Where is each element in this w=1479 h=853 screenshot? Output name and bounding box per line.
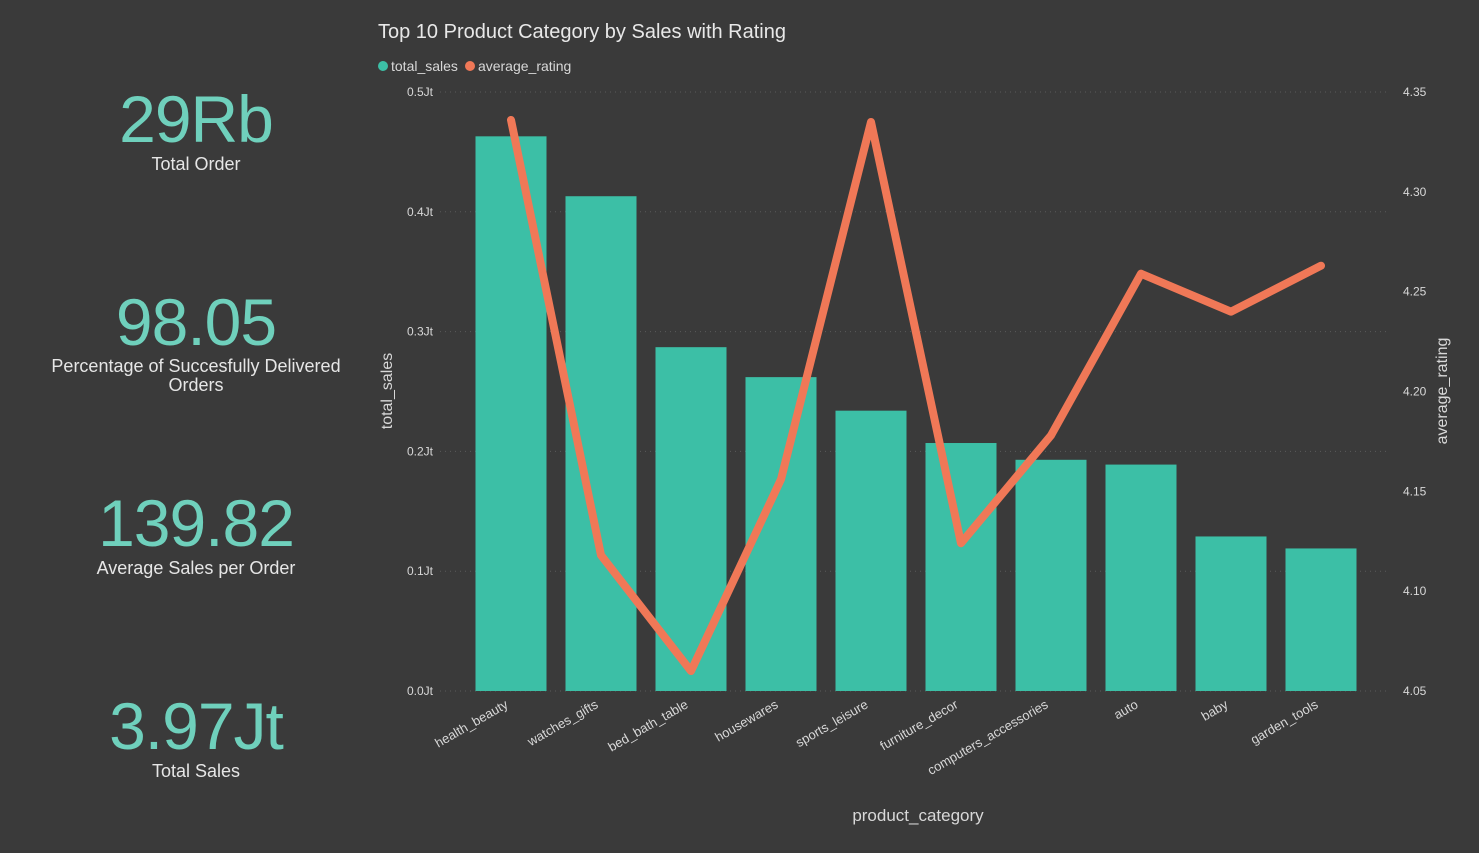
kpi-value: 98.05 [115, 285, 277, 359]
x-axis-tick-label: garden_tools [1248, 696, 1321, 747]
kpi-average-sales[interactable]: 139.82 Average Sales per Order [20, 490, 372, 578]
kpi-total-order[interactable]: 29Rb Total Order [20, 86, 372, 174]
y2-axis-tick-label: 4.30 [1403, 185, 1427, 199]
legend-dot-icon [378, 61, 388, 71]
x-axis-tick-label: housewares [712, 696, 781, 744]
y-axis-tick-label: 0.2Jt [407, 444, 434, 458]
y-axis-tick-label: 0.0Jt [407, 684, 434, 698]
legend-label: total_sales [391, 58, 458, 74]
rating-line [507, 115, 1325, 676]
y-axis-tick-label: 0.3Jt [407, 325, 434, 339]
bar-furniture_decor [925, 443, 997, 691]
y-axis-title: total_sales [379, 353, 396, 430]
kpi-total-sales[interactable]: 3.97Jt Total Sales [20, 693, 372, 781]
bar-auto [1105, 464, 1177, 691]
y2-axis-tick-label: 4.25 [1403, 285, 1427, 299]
bar-sports_leisure [835, 410, 907, 691]
kpi-label: Total Order [151, 154, 241, 174]
y2-axis-tick-label: 4.10 [1403, 584, 1427, 598]
x-axis-tick-label: auto [1111, 697, 1140, 723]
bar-health_beauty [475, 136, 547, 692]
chart-title: Top 10 Product Category by Sales with Ra… [378, 21, 786, 43]
y-axis-tick-label: 0.4Jt [407, 205, 434, 219]
kpi-value: 29Rb [119, 82, 274, 156]
legend-item-average-rating[interactable]: average_rating [464, 57, 572, 75]
kpi-label: Average Sales per Order [96, 558, 296, 578]
x-axis-title: product_category [852, 806, 984, 825]
kpi-value: 139.82 [98, 486, 295, 560]
legend-dot-icon [464, 61, 475, 71]
kpi-label: Percentage of Succesfully Delivered Orde… [20, 357, 372, 395]
y2-axis-tick-label: 4.05 [1403, 684, 1427, 698]
kpi-label-line-1: Percentage of Succesfully Delivered [51, 356, 341, 376]
legend-label: average_rating [477, 58, 572, 74]
chart-legend[interactable]: total_sales average_rating [378, 57, 578, 75]
kpi-label: Total Sales [151, 761, 241, 781]
x-axis-tick-label: furniture_decor [877, 696, 961, 753]
legend-item-total-sales[interactable]: total_sales [378, 57, 458, 75]
y2-axis-title: average_rating [1434, 338, 1451, 445]
bar-bed_bath_table [655, 347, 727, 691]
y2-axis-tick-label: 4.20 [1403, 385, 1427, 399]
y-axis-tick-label: 0.5Jt [407, 85, 434, 99]
bar-computers_accessories [1015, 459, 1087, 691]
kpi-label-line-2: Orders [168, 375, 224, 395]
x-axis-tick-label: health_beauty [432, 696, 511, 750]
x-axis-tick-label: bed_bath_table [605, 697, 690, 755]
y2-axis-tick-label: 4.15 [1403, 484, 1427, 498]
y-axis-tick-label: 0.1Jt [407, 564, 434, 578]
kpi-value: 3.97Jt [109, 689, 284, 763]
x-axis-tick-label: baby [1199, 696, 1231, 723]
kpi-delivered-percentage[interactable]: 98.05 Percentage of Succesfully Delivere… [20, 289, 372, 395]
bar-baby [1195, 536, 1267, 691]
x-axis-tick-label: watches_gifts [524, 696, 601, 749]
x-axis-tick-label: sports_leisure [793, 697, 871, 750]
y2-axis-tick-label: 4.35 [1403, 85, 1427, 99]
bar-garden_tools [1285, 548, 1357, 691]
